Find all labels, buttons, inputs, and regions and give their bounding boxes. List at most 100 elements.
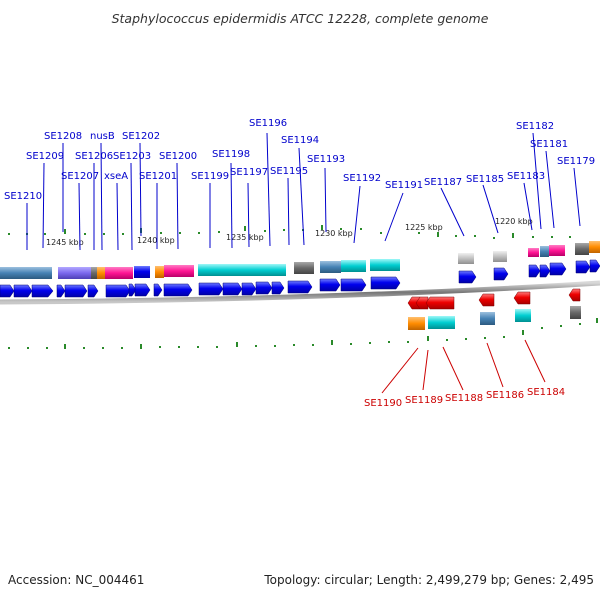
gene-label: SE1185 — [466, 174, 504, 185]
gene-arrow-forward — [241, 282, 257, 296]
label-leaders-bottom — [381, 339, 546, 394]
scale-label-1225: 1225 kbp — [405, 223, 443, 232]
gene-label: SE1198 — [212, 149, 250, 160]
gene-label: SE1183 — [507, 171, 545, 182]
gene-arrow-forward — [13, 284, 33, 298]
scale-label-1240: 1240 kbp — [137, 236, 175, 245]
gene-arrow-forward — [105, 284, 131, 298]
cog-block — [515, 309, 531, 322]
gene-arrow-forward — [222, 282, 243, 296]
gene-label: SE1206 — [75, 151, 113, 162]
cog-block — [428, 316, 455, 329]
cog-block — [570, 306, 581, 319]
gene-label: SE1188 — [445, 393, 483, 404]
gene-arrow-forward — [56, 284, 66, 298]
accession-text: Accession: NC_004461 — [8, 573, 145, 587]
gene-label: SE1210 — [4, 191, 42, 202]
gene-arrow-forward — [287, 280, 313, 294]
gene-label: SE1190 — [364, 398, 402, 409]
gene-arrow-forward — [163, 283, 193, 297]
cog-block — [58, 267, 91, 279]
gene-arrow-reverse — [513, 291, 531, 305]
gene-label: SE1208 — [44, 131, 82, 142]
gene-label: nusB — [90, 131, 115, 142]
gene-arrow-reverse — [568, 288, 581, 302]
gene-label: SE1202 — [122, 131, 160, 142]
gene-arrow-forward — [575, 260, 591, 274]
scale-label-1245: 1245 kbp — [46, 238, 84, 247]
cog-track-reverse — [408, 306, 581, 330]
cog-block — [198, 264, 286, 276]
gene-label: SE1187 — [424, 177, 462, 188]
cog-block — [540, 246, 549, 257]
cog-block — [105, 267, 133, 279]
gene-label: SE1209 — [26, 151, 64, 162]
gene-label: SE1194 — [281, 135, 319, 146]
gene-label: SE1191 — [385, 180, 423, 191]
scale-ticks-bottom — [8, 318, 598, 349]
cog-block — [91, 267, 97, 279]
cog-block — [97, 267, 105, 279]
gene-arrow-forward — [319, 278, 341, 292]
genome-summary-text: Topology: circular; Length: 2,499,279 bp… — [264, 573, 594, 587]
cog-block — [164, 265, 194, 277]
gene-arrow-forward — [549, 262, 567, 276]
gene-label: SE1186 — [486, 390, 524, 401]
gene-arrow-forward — [153, 283, 163, 297]
map-title: Staphylococcus epidermidis ATCC 12228, c… — [112, 11, 489, 26]
cog-block — [549, 245, 565, 256]
cog-block — [589, 241, 600, 253]
cog-block — [155, 266, 164, 278]
cog-block — [370, 259, 400, 271]
gene-label: SE1181 — [530, 139, 568, 150]
gene-label: SE1189 — [405, 395, 443, 406]
gene-label: SE1182 — [516, 121, 554, 132]
gene-arrow-forward — [128, 283, 137, 297]
gene-arrow-forward — [493, 267, 509, 281]
gene-label: SE1179 — [557, 156, 595, 167]
gene-label: SE1192 — [343, 173, 381, 184]
gene-arrow-forward — [64, 284, 88, 298]
cog-block — [528, 248, 539, 257]
cog-track-forward — [0, 241, 600, 279]
genome-backbone — [0, 280, 600, 305]
scale-label-1235: 1235 kbp — [226, 233, 264, 242]
gene-label: SE1203 — [113, 151, 151, 162]
cog-block — [134, 266, 150, 278]
cog-block — [294, 262, 314, 274]
gene-arrow-forward — [271, 281, 285, 295]
gene-label: SE1195 — [270, 166, 308, 177]
cog-block — [408, 317, 425, 330]
gene-labels-top: SE1210 SE1209 SE1208 SE1207 SE1206 nusB … — [4, 118, 595, 202]
gene-track-reverse — [407, 288, 581, 310]
gene-label: SE1184 — [527, 387, 565, 398]
gene-arrow-forward — [539, 264, 551, 278]
gene-label: SE1196 — [249, 118, 287, 129]
cog-block — [480, 312, 495, 325]
gene-label: SE1201 — [139, 171, 177, 182]
gene-label: SE1197 — [230, 167, 268, 178]
label-leaders-top — [26, 132, 581, 251]
gene-label: SE1193 — [307, 154, 345, 165]
cog-block — [320, 261, 341, 273]
gene-track-forward — [0, 259, 600, 298]
gene-label: xseA — [104, 171, 128, 182]
gene-arrow-forward — [0, 284, 15, 298]
cog-block — [0, 267, 52, 279]
gene-arrow-reverse — [425, 296, 455, 310]
gene-label: SE1199 — [191, 171, 229, 182]
cog-block — [458, 253, 474, 264]
cog-block — [493, 251, 507, 262]
scale-label-1230: 1230 kbp — [315, 229, 353, 238]
scale-ticks-top: 1245 kbp 1240 kbp 1235 kbp 1230 kbp 1225… — [8, 217, 571, 247]
gene-arrow-forward — [134, 283, 151, 297]
gene-arrow-forward — [458, 270, 477, 284]
cog-block — [341, 260, 366, 272]
gene-arrow-forward — [31, 284, 54, 298]
gene-arrow-forward — [198, 282, 224, 296]
gene-labels-bottom: SE1190 SE1189 SE1188 SE1186 SE1184 — [364, 387, 565, 409]
gene-arrow-forward — [370, 276, 401, 290]
gene-arrow-reverse — [478, 293, 495, 307]
gene-arrow-forward — [589, 259, 600, 273]
